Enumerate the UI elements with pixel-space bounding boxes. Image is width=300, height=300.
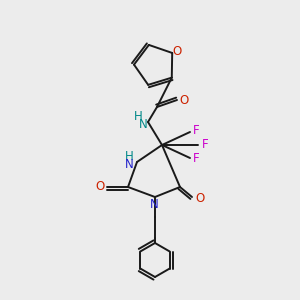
Text: N: N — [150, 199, 158, 212]
Text: F: F — [202, 137, 208, 151]
Text: O: O — [195, 191, 205, 205]
Text: H: H — [124, 149, 134, 163]
Text: O: O — [179, 94, 189, 106]
Text: O: O — [95, 179, 105, 193]
Text: N: N — [139, 118, 147, 131]
Text: O: O — [172, 46, 182, 59]
Text: H: H — [134, 110, 142, 124]
Text: N: N — [124, 158, 134, 172]
Text: F: F — [193, 124, 199, 137]
Text: F: F — [193, 152, 199, 166]
